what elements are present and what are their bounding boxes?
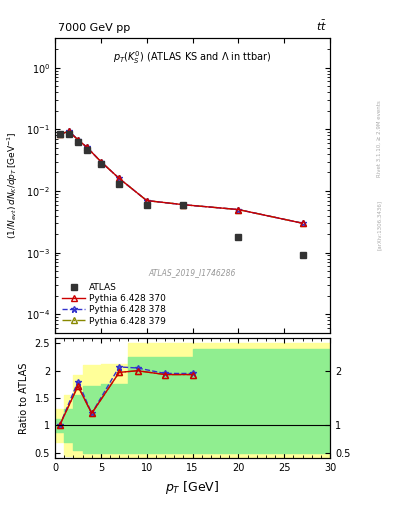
Text: $p_T(K^0_S)$ (ATLAS KS and $\Lambda$ in ttbar): $p_T(K^0_S)$ (ATLAS KS and $\Lambda$ in … xyxy=(113,49,272,66)
Pythia 6.428 370 xyxy=(300,220,305,226)
X-axis label: $p_T$ [GeV]: $p_T$ [GeV] xyxy=(165,479,220,496)
Pythia 6.428 379 xyxy=(66,129,71,135)
Pythia 6.428 378 xyxy=(300,220,305,226)
ATLAS xyxy=(66,131,71,137)
Pythia 6.428 379 xyxy=(75,137,80,143)
Legend: ATLAS, Pythia 6.428 370, Pythia 6.428 378, Pythia 6.428 379: ATLAS, Pythia 6.428 370, Pythia 6.428 37… xyxy=(59,280,169,328)
Pythia 6.428 378 xyxy=(181,202,186,208)
Line: Pythia 6.428 370: Pythia 6.428 370 xyxy=(57,129,305,226)
ATLAS xyxy=(300,252,305,259)
ATLAS xyxy=(75,139,80,145)
Pythia 6.428 378 xyxy=(75,137,80,143)
Line: Pythia 6.428 379: Pythia 6.428 379 xyxy=(57,129,305,226)
ATLAS xyxy=(181,202,186,208)
Y-axis label: Ratio to ATLAS: Ratio to ATLAS xyxy=(19,362,29,434)
Text: 7000 GeV pp: 7000 GeV pp xyxy=(58,23,130,33)
ATLAS xyxy=(99,161,103,167)
Pythia 6.428 379 xyxy=(57,131,62,137)
Pythia 6.428 370 xyxy=(236,206,241,212)
Line: ATLAS: ATLAS xyxy=(57,132,305,258)
Pythia 6.428 370 xyxy=(85,144,90,151)
Pythia 6.428 379 xyxy=(181,202,186,208)
Pythia 6.428 378 xyxy=(117,176,121,182)
Pythia 6.428 378 xyxy=(236,206,241,212)
Pythia 6.428 379 xyxy=(300,220,305,226)
ATLAS xyxy=(144,202,149,208)
Pythia 6.428 370 xyxy=(181,202,186,208)
Pythia 6.428 379 xyxy=(236,206,241,212)
Text: [arXiv:1306.3436]: [arXiv:1306.3436] xyxy=(377,200,382,250)
Pythia 6.428 370 xyxy=(57,131,62,137)
Pythia 6.428 378 xyxy=(66,127,71,134)
Pythia 6.428 370 xyxy=(99,159,103,165)
Pythia 6.428 379 xyxy=(144,198,149,204)
Pythia 6.428 379 xyxy=(85,144,90,151)
Pythia 6.428 379 xyxy=(117,176,121,182)
Pythia 6.428 370 xyxy=(66,129,71,135)
ATLAS xyxy=(117,181,121,187)
ATLAS xyxy=(85,146,90,153)
Pythia 6.428 378 xyxy=(57,131,62,137)
Pythia 6.428 378 xyxy=(85,144,90,151)
Pythia 6.428 370 xyxy=(144,198,149,204)
Line: Pythia 6.428 378: Pythia 6.428 378 xyxy=(56,127,306,227)
Pythia 6.428 378 xyxy=(144,198,149,204)
Pythia 6.428 370 xyxy=(117,176,121,182)
Y-axis label: $(1/N_{evt})\,dN_K/dp_T\,[\mathrm{GeV}^{-1}]$: $(1/N_{evt})\,dN_K/dp_T\,[\mathrm{GeV}^{… xyxy=(6,132,20,240)
Pythia 6.428 378 xyxy=(99,159,103,165)
ATLAS xyxy=(57,131,62,137)
Text: $t\bar{t}$: $t\bar{t}$ xyxy=(316,18,327,33)
Pythia 6.428 379 xyxy=(99,159,103,165)
ATLAS xyxy=(236,234,241,240)
Pythia 6.428 370 xyxy=(75,137,80,143)
Text: Rivet 3.1.10, ≥ 2.9M events: Rivet 3.1.10, ≥ 2.9M events xyxy=(377,100,382,177)
Text: ATLAS_2019_I1746286: ATLAS_2019_I1746286 xyxy=(149,268,236,277)
